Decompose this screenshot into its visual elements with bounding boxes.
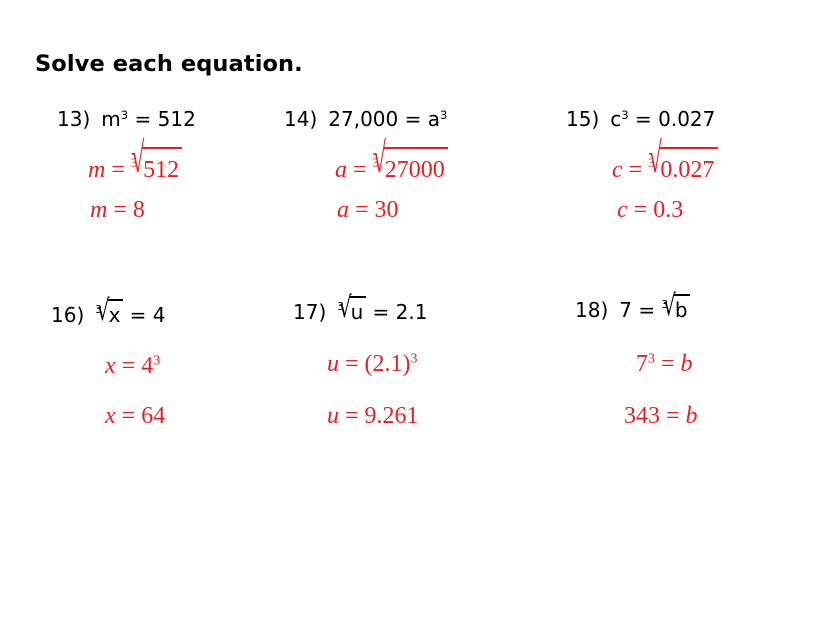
math-text: c (617, 197, 628, 223)
problem-17-number: 17) (293, 300, 327, 324)
math-text: c (612, 157, 623, 184)
math-text: u (327, 403, 339, 429)
problem-14-solution-step: a = 3√27000 (335, 136, 449, 185)
problem-15-question: 15) c3 = 0.027 (566, 106, 715, 132)
math-text: b (685, 403, 698, 429)
problem-13-solution-step: m = 3√512 (88, 136, 183, 185)
radical-sign-icon: √ (372, 136, 386, 183)
exponent: 3 (621, 108, 629, 123)
problem-13-solution-answer: m = 8 (90, 195, 145, 225)
page-title: Solve each equation. (35, 51, 303, 77)
math-text: 27,000 = a (328, 107, 440, 131)
math-text: = (105, 157, 131, 184)
problem-18-solution-step: 73 = b (636, 349, 693, 379)
radical-sign-icon: √ (131, 136, 145, 183)
radicand: u (349, 296, 367, 323)
problem-16-number: 16) (51, 303, 85, 327)
problem-15-solution-answer: c = 0.3 (617, 195, 683, 225)
math-text: 7 = (619, 298, 662, 322)
root-index: 3 (372, 155, 379, 170)
math-text: = 512 (128, 107, 196, 131)
math-text: 343 = (624, 403, 686, 429)
math-text: = 0.3 (627, 197, 684, 223)
problem-16-solution-step: x = 43 (105, 351, 160, 381)
radicand: x (107, 299, 124, 326)
problem-18-solution-answer: 343 = b (624, 401, 698, 431)
cube-root: 3√0.027 (648, 136, 718, 185)
exponent: 3 (153, 353, 161, 369)
math-text: m (90, 197, 108, 223)
radicand: 512 (141, 147, 183, 183)
problem-14-solution-answer: a = 30 (337, 195, 399, 225)
root-index: 3 (95, 304, 102, 317)
problem-14-equation: 27,000 = a3 (328, 107, 447, 131)
radicand: b (673, 294, 691, 321)
radical-sign-icon: √ (648, 136, 662, 183)
math-text: = (622, 157, 649, 184)
math-text: a (337, 197, 349, 223)
problem-14-number: 14) (284, 107, 318, 131)
problem-17-equation: 3√u = 2.1 (337, 289, 428, 324)
problem-13-equation: m3 = 512 (101, 107, 196, 131)
math-text: u (327, 351, 339, 377)
problem-16-equation: 3√x = 4 (95, 292, 166, 327)
exponent: 3 (120, 108, 129, 123)
root-index: 3 (661, 299, 669, 312)
math-text: = 8 (107, 197, 145, 223)
problem-16-question: 16) 3√x = 4 (51, 292, 166, 328)
radicand: 0.027 (659, 147, 718, 183)
math-text: m (101, 107, 121, 131)
cube-root: 3√27000 (372, 136, 449, 185)
problem-17-solution-answer: u = 9.261 (327, 401, 419, 431)
problem-13-question: 13) m3 = 512 (57, 106, 196, 132)
math-text: = 4 (123, 303, 166, 327)
math-text: x (105, 403, 116, 429)
cube-root: 3√512 (130, 136, 183, 185)
problem-15-number: 15) (566, 107, 600, 131)
math-text: m (88, 157, 106, 184)
math-text: = (654, 351, 681, 377)
cube-root: 3√x (95, 292, 124, 328)
problem-18-equation: 7 = 3√b (619, 287, 691, 322)
math-text: x (105, 353, 116, 379)
cube-root: 3√u (337, 289, 367, 325)
root-index: 3 (648, 155, 655, 170)
problem-16-solution-answer: x = 64 (105, 401, 165, 431)
exponent: 3 (648, 351, 655, 367)
problem-15-equation: c3 = 0.027 (610, 107, 715, 131)
root-index: 3 (130, 155, 138, 170)
radical-sign-icon: √ (96, 292, 110, 328)
problem-18-question: 18) 7 = 3√b (575, 287, 691, 323)
math-text: 7 (636, 351, 648, 377)
math-text: = (347, 157, 373, 184)
math-text: a (335, 157, 347, 184)
math-text: = 0.027 (628, 107, 716, 131)
exponent: 3 (410, 351, 418, 367)
math-text: = 4 (115, 353, 154, 379)
problem-15-solution-step: c = 3√0.027 (612, 136, 718, 185)
radical-sign-icon: √ (338, 289, 352, 325)
problem-14-question: 14) 27,000 = a3 (284, 106, 447, 132)
math-text: = 30 (349, 197, 399, 223)
radical-sign-icon: √ (663, 287, 676, 323)
problem-13-number: 13) (57, 107, 91, 131)
math-text: = (2.1) (339, 351, 411, 377)
radicand: 27000 (383, 147, 449, 183)
math-text: = 64 (115, 403, 166, 429)
problem-17-solution-step: u = (2.1)3 (327, 349, 417, 379)
math-text: = 2.1 (366, 300, 428, 324)
problem-18-number: 18) (575, 298, 609, 322)
root-index: 3 (337, 301, 344, 314)
exponent: 3 (439, 108, 448, 123)
math-text: = 9.261 (339, 403, 419, 429)
math-text: c (610, 107, 622, 131)
problem-17-question: 17) 3√u = 2.1 (293, 289, 428, 325)
cube-root: 3√b (661, 287, 691, 323)
math-text: b (680, 351, 693, 377)
